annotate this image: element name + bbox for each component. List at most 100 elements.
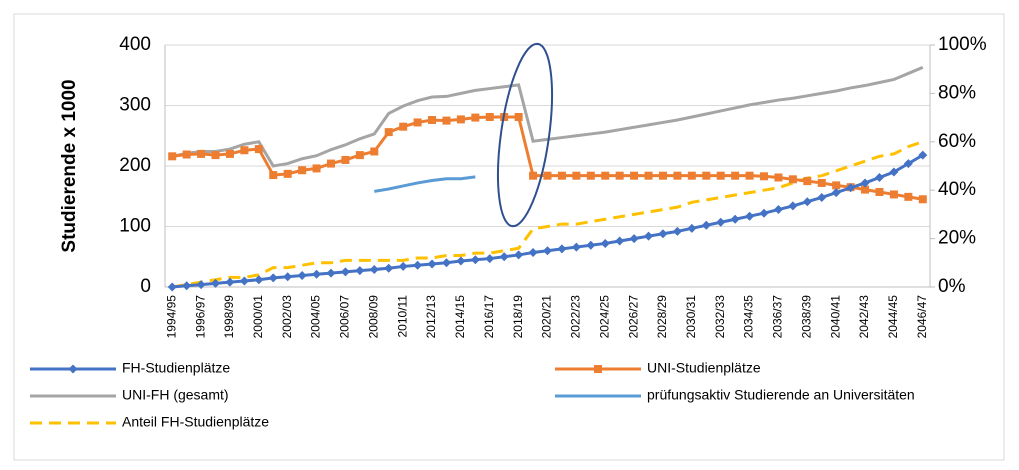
marker [182,281,192,291]
marker [817,192,827,202]
marker [326,268,336,278]
marker [211,151,220,160]
marker [773,205,783,215]
y-tick-label: 200 [119,155,151,176]
marker [803,177,812,186]
marker [644,171,653,180]
marker [918,195,927,204]
marker [225,277,235,287]
marker [197,149,206,158]
marker [716,171,725,180]
x-tick-label: 2030/31 [684,295,698,339]
marker [384,263,394,273]
marker [832,181,841,190]
marker [427,259,437,269]
marker [413,260,423,270]
marker [399,122,408,131]
marker [687,171,696,180]
marker [571,242,581,252]
marker [788,175,797,184]
y-tick-label: 400 [119,34,151,55]
marker [586,240,596,250]
marker [254,275,264,285]
y-tick-label: 100 [119,216,151,237]
marker [384,128,393,137]
y2-tick-label: 80% [938,82,976,103]
x-tick-label: 2004/05 [309,295,323,339]
marker [254,145,263,154]
x-tick-label: 2024/25 [597,295,611,339]
marker [644,231,654,241]
legend-marker [594,365,602,373]
x-tick-label: 2034/35 [742,295,756,339]
marker [341,155,350,164]
x-tick-label: 2012/13 [424,295,438,339]
marker [369,264,379,274]
marker [903,159,913,169]
marker [283,169,292,178]
marker [499,252,509,262]
x-tick-label: 2044/45 [886,295,900,339]
marker [586,171,595,180]
marker [398,261,408,271]
marker [269,171,278,180]
marker [630,171,639,180]
marker [268,273,278,283]
chart-frame [13,13,1005,461]
y2-tick-label: 60% [938,131,976,152]
marker [557,244,567,254]
marker [413,118,422,127]
legend-label: Anteil FH-Studienplätze [122,414,269,430]
x-tick-label: 2046/47 [915,295,929,339]
y2-tick-label: 20% [938,228,976,249]
marker [846,183,856,193]
marker [730,214,740,224]
marker [861,185,870,194]
x-tick-label: 2020/21 [540,295,554,339]
series-line [171,140,924,289]
marker [745,211,755,221]
marker [889,190,898,199]
x-tick-label: 2036/37 [771,295,785,339]
marker [745,171,754,180]
x-tick-label: 1996/97 [193,295,207,339]
marker [860,178,870,188]
marker [760,172,769,181]
marker [904,192,913,201]
x-tick-label: 2016/17 [482,295,496,339]
x-tick-label: 2042/43 [857,295,871,339]
marker [601,171,610,180]
marker [239,276,249,286]
x-tick-label: 2010/11 [395,295,409,338]
marker [240,146,249,155]
marker [774,173,783,182]
marker [355,266,365,276]
marker [471,113,480,122]
legend-label: FH-Studienplätze [122,360,230,376]
x-tick-label: 2038/39 [799,295,813,339]
series-line [171,66,924,168]
marker [889,167,899,177]
marker [283,272,293,282]
marker [340,267,350,277]
y2-tick-label: 40% [938,179,976,200]
marker [802,197,812,207]
marker [456,256,466,266]
marker [312,269,322,279]
legend-marker [68,364,78,374]
marker [615,171,624,180]
x-tick-label: 1994/95 [164,295,178,339]
marker [875,188,884,197]
marker [600,238,610,248]
marker [687,223,697,233]
marker [672,226,682,236]
marker [225,149,234,158]
highlight-ellipse [497,42,553,228]
x-tick-label: 2032/33 [713,295,727,339]
marker [918,150,928,160]
marker [702,171,711,180]
marker [485,254,495,264]
marker [441,258,451,268]
marker [788,201,798,211]
x-tick-label: 2040/41 [828,295,842,339]
